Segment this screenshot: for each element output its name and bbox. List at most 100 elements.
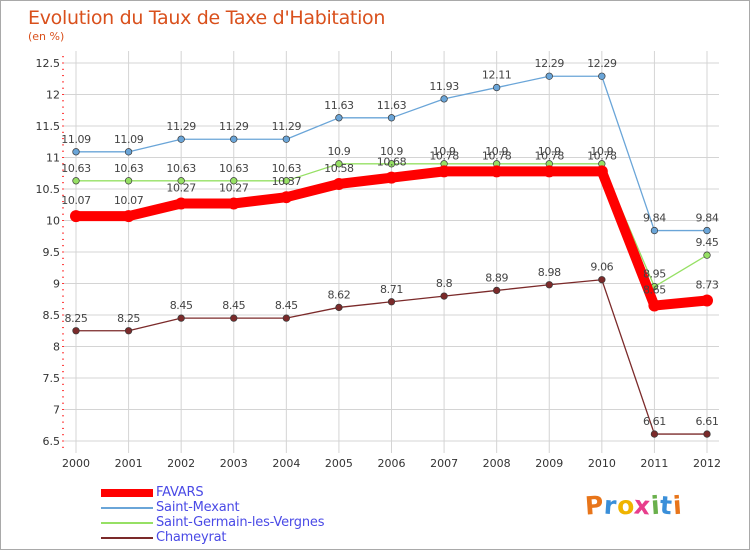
data-point: [177, 135, 185, 143]
x-tick-label: 2007: [430, 457, 458, 470]
data-point: [490, 165, 503, 178]
y-tick-label: 7.5: [43, 372, 61, 385]
data-label: 10.9: [590, 145, 613, 158]
data-label: 11.29: [272, 120, 302, 133]
data-label: 6.61: [643, 415, 666, 428]
data-point: [282, 314, 290, 322]
data-label: 12.29: [587, 57, 617, 70]
data-label: 8.62: [327, 288, 350, 301]
data-label: 8.25: [65, 312, 88, 325]
data-label: 11.29: [166, 120, 196, 133]
data-label: 8.65: [643, 284, 666, 297]
y-tick-label: 8.5: [43, 309, 61, 322]
data-point: [335, 160, 343, 168]
legend-swatch-favars: [101, 489, 153, 497]
data-point: [72, 177, 80, 185]
data-point: [282, 177, 290, 185]
data-point: [650, 226, 659, 235]
data-label: 10.07: [114, 194, 144, 207]
data-label: 8.45: [170, 299, 193, 312]
data-label: 12.29: [535, 57, 565, 70]
data-point: [387, 114, 396, 122]
data-label: 8.45: [275, 299, 298, 312]
axes: 6.5 7 7.5 8 8.5 9 9.5 10 10.5 11 11.5 12 12.5 2000 200…: [36, 56, 721, 470]
x-tick-label: 2011: [640, 457, 668, 470]
data-label: 11.09: [61, 133, 91, 146]
data-label: 8.95: [643, 268, 666, 281]
data-label: 10.78: [587, 149, 617, 162]
data-label: 10.58: [324, 162, 354, 175]
data-point: [493, 286, 501, 295]
data-label: 9.84: [643, 212, 666, 225]
data-point: [701, 294, 713, 307]
data-point: [282, 135, 290, 143]
data-point: [124, 177, 133, 185]
data-label: 10.78: [482, 149, 512, 162]
data-point: [438, 165, 451, 178]
x-tick-label: 2010: [588, 457, 616, 470]
data-point: [335, 114, 343, 122]
data-label: 10.63: [272, 162, 302, 175]
data-point: [175, 197, 188, 210]
data-point: [650, 430, 659, 438]
data-label: 10.9: [433, 145, 456, 158]
data-label: 10.78: [535, 149, 565, 162]
data-point: [648, 299, 661, 312]
data-label: 8.73: [696, 279, 719, 292]
data-label: 8.8: [436, 277, 453, 290]
data-label: 10.78: [429, 149, 459, 162]
data-label: 11.29: [219, 120, 249, 133]
x-tick-label: 2003: [220, 457, 248, 470]
legend-swatch-saint-mexant: [101, 507, 153, 509]
data-label: 11.63: [324, 99, 354, 112]
data-label: 8.98: [538, 266, 561, 279]
data-point: [598, 276, 606, 284]
data-label: 10.27: [166, 181, 196, 194]
data-point: [335, 303, 343, 312]
legend-label-chameyrat: Chameyrat: [156, 530, 227, 545]
data-label: 9.84: [696, 212, 719, 225]
data-point: [703, 251, 711, 259]
y-tick-label: 8: [53, 341, 60, 354]
y-tick-label: 9.5: [43, 246, 61, 259]
data-label: 10.63: [114, 162, 144, 175]
data-point: [387, 160, 396, 168]
legend-swatch-chameyrat: [101, 537, 153, 539]
y-tick-label: 9: [53, 278, 60, 291]
data-label: 8.89: [485, 271, 508, 284]
data-point: [595, 165, 608, 178]
data-label: 12.11: [482, 69, 512, 82]
x-tick-label: 2000: [62, 457, 90, 470]
data-label: 10.63: [61, 162, 91, 175]
data-label: 10.07: [61, 194, 91, 207]
data-label: 10.27: [219, 181, 249, 194]
legend-label-saint-germain-les-vergnes: Saint-Germain-les-Vergnes: [156, 515, 325, 530]
data-label: 11.09: [114, 133, 144, 146]
data-label: 8.45: [222, 299, 245, 312]
data-label: 10.68: [377, 156, 407, 169]
chart-subtitle: (en %): [28, 30, 65, 43]
data-point: [124, 148, 133, 156]
y-tick-label: 11: [46, 152, 60, 165]
x-tick-label: 2004: [272, 457, 300, 470]
data-label: 11.63: [377, 99, 407, 112]
data-label: 10.9: [485, 145, 508, 158]
proxiti-logo: Proxiti: [584, 490, 683, 521]
data-point: [545, 72, 553, 80]
data-labels: 10.07 10.07 10.27 10.27 10.37 10.58 10.68 10.78…: [61, 57, 719, 428]
data-label: 10.37: [272, 175, 302, 188]
y-tick-label: 6.5: [43, 435, 61, 448]
chart-title: Evolution du Taux de Taxe d'Habitation: [28, 7, 386, 29]
data-point: [70, 210, 82, 223]
data-point: [387, 298, 396, 306]
data-label: 8.25: [117, 312, 140, 325]
data-point: [385, 171, 398, 184]
data-point: [177, 314, 185, 322]
data-point: [543, 165, 556, 178]
data-point: [227, 197, 240, 210]
data-point: [230, 135, 238, 143]
data-point: [280, 191, 293, 204]
data-label: 10.63: [219, 162, 249, 175]
